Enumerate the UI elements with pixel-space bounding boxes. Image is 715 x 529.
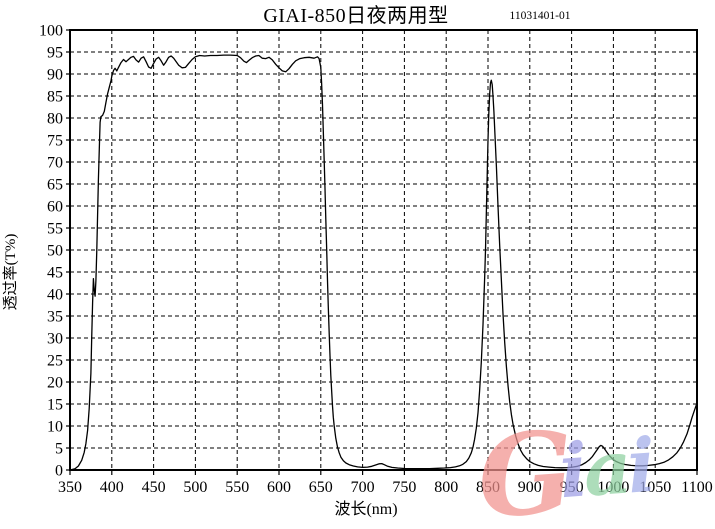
x-tick-label: 500 — [183, 479, 207, 496]
x-tick-label: 700 — [351, 479, 375, 496]
y-tick-label: 60 — [47, 199, 63, 216]
x-tick-label: 450 — [142, 479, 166, 496]
doc-number: 11031401-01 — [510, 10, 571, 22]
y-tick-label: 50 — [47, 243, 63, 260]
y-tick-label: 95 — [47, 45, 63, 62]
plot-frame — [69, 29, 698, 471]
x-tick-label: 1100 — [681, 479, 712, 496]
y-tick-label: 65 — [47, 177, 63, 194]
x-tick-label: 950 — [560, 479, 584, 496]
x-tick-label: 400 — [100, 479, 124, 496]
y-tick-label: 10 — [47, 419, 63, 436]
x-tick-label: 900 — [518, 479, 542, 496]
y-tick-label: 35 — [47, 309, 63, 326]
x-tick-label: 800 — [434, 479, 458, 496]
y-tick-label: 40 — [47, 287, 63, 304]
y-tick-label: 0 — [55, 463, 63, 480]
y-tick-label: 100 — [39, 23, 63, 40]
y-tick-label: 75 — [47, 133, 63, 150]
y-tick-label: 20 — [47, 375, 63, 392]
y-tick-label: 70 — [47, 155, 63, 172]
x-tick-label: 1000 — [597, 479, 629, 496]
y-axis-label: 透过率(T%) — [2, 234, 19, 311]
curve-layer — [69, 54, 698, 471]
x-tick-label: 650 — [309, 479, 333, 496]
transmittance-curve — [69, 54, 698, 471]
y-tick-label: 90 — [47, 67, 63, 84]
chart-title: GIAI-850日夜两用型 — [263, 4, 448, 27]
y-tick-label: 15 — [47, 397, 63, 414]
grid-layer: 350 400 450 500 550 600 650 700 750 800 850 900 950 1… — [39, 23, 713, 497]
y-tick-label: 25 — [47, 353, 63, 370]
x-tick-label: 750 — [392, 479, 416, 496]
y-tick-label: 80 — [47, 111, 63, 128]
y-tick-label: 30 — [47, 331, 63, 348]
x-tick-label: 600 — [267, 479, 291, 496]
x-tick-label: 1050 — [639, 479, 671, 496]
x-tick-label: 550 — [225, 479, 249, 496]
y-tick-label: 5 — [55, 441, 63, 458]
y-tick-label: 45 — [47, 265, 63, 282]
x-tick-label: 850 — [476, 479, 500, 496]
y-tick-label: 55 — [47, 221, 63, 238]
y-tick-label: 85 — [47, 89, 63, 106]
x-axis-label: 波长(nm) — [334, 500, 397, 518]
x-tick-label: 350 — [58, 479, 82, 496]
